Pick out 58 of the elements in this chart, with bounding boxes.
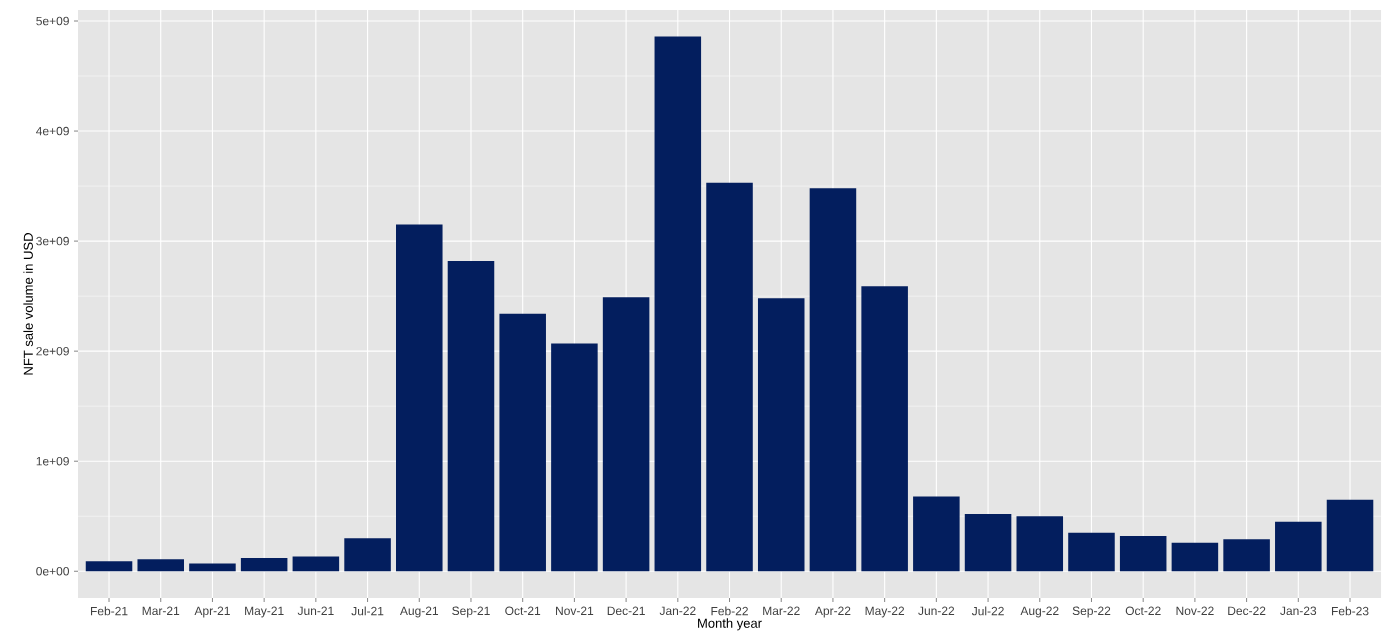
bar [964, 514, 1012, 572]
x-tick-label: Oct-22 [1125, 606, 1161, 616]
x-tick-label: Jul-21 [351, 606, 384, 616]
x-tick-label: Jan-23 [1280, 606, 1317, 616]
bar [499, 313, 546, 572]
x-tick-label: Apr-21 [194, 606, 230, 618]
x-tick-label: Feb-21 [91, 606, 128, 616]
bar [1326, 499, 1374, 572]
bar [137, 559, 184, 572]
x-axis-title: Month year [698, 618, 762, 631]
x-tick-label: Aug-22 [1020, 606, 1059, 618]
x-tick-label: Dec-22 [1228, 606, 1266, 616]
bar [1119, 536, 1167, 572]
y-tick-label: 5e+09 [36, 16, 69, 26]
x-tick-label: Mar-22 [763, 606, 800, 616]
x-tick-label: Aug-21 [399, 606, 439, 618]
bar [809, 188, 857, 572]
bar [240, 558, 288, 572]
x-tick-label: Apr-22 [814, 606, 851, 618]
x-tick-label: Sep-21 [452, 606, 490, 618]
x-tick-label: Sep-22 [1072, 606, 1111, 618]
x-tick-label: Jun-21 [297, 606, 334, 616]
x-tick-label: Oct-21 [505, 606, 541, 616]
bar [292, 556, 340, 572]
x-tick-label: Jun-22 [918, 606, 955, 616]
x-tick-label: Dec-21 [607, 606, 645, 616]
bar [913, 496, 960, 572]
x-tick-label: May-22 [865, 606, 905, 618]
x-tick-label: Jan-22 [659, 606, 696, 616]
bar [396, 224, 443, 572]
bar [654, 36, 702, 572]
x-tick-label: Mar-21 [142, 606, 180, 616]
bar [706, 182, 753, 572]
x-tick-label: Feb-23 [1331, 606, 1369, 616]
bar [861, 286, 908, 572]
x-tick-label: Nov-22 [1176, 606, 1214, 616]
bar [189, 563, 236, 572]
y-axis-title: NFT sale volume in USD [23, 233, 33, 375]
y-tick-label: 2e+09 [36, 346, 69, 356]
bar [1171, 542, 1219, 572]
bar [1275, 521, 1322, 572]
y-tick-label: 0e+00 [36, 567, 69, 576]
x-tick-label: May-21 [245, 606, 284, 618]
x-tick-label: Feb-22 [711, 606, 748, 616]
y-tick-label: 1e+09 [36, 456, 69, 466]
bar [447, 260, 495, 572]
y-tick-label: 3e+09 [36, 236, 69, 246]
x-tick-label: Nov-21 [556, 606, 594, 616]
y-tick-label: 4e+09 [36, 126, 69, 136]
bar [757, 298, 805, 572]
bar [1016, 516, 1064, 572]
x-tick-label: Jul-22 [971, 606, 1004, 616]
bar [602, 297, 650, 572]
bar [1223, 539, 1270, 572]
bar [344, 538, 391, 572]
bar [551, 343, 598, 572]
bar [1068, 532, 1115, 572]
bar [85, 561, 133, 572]
